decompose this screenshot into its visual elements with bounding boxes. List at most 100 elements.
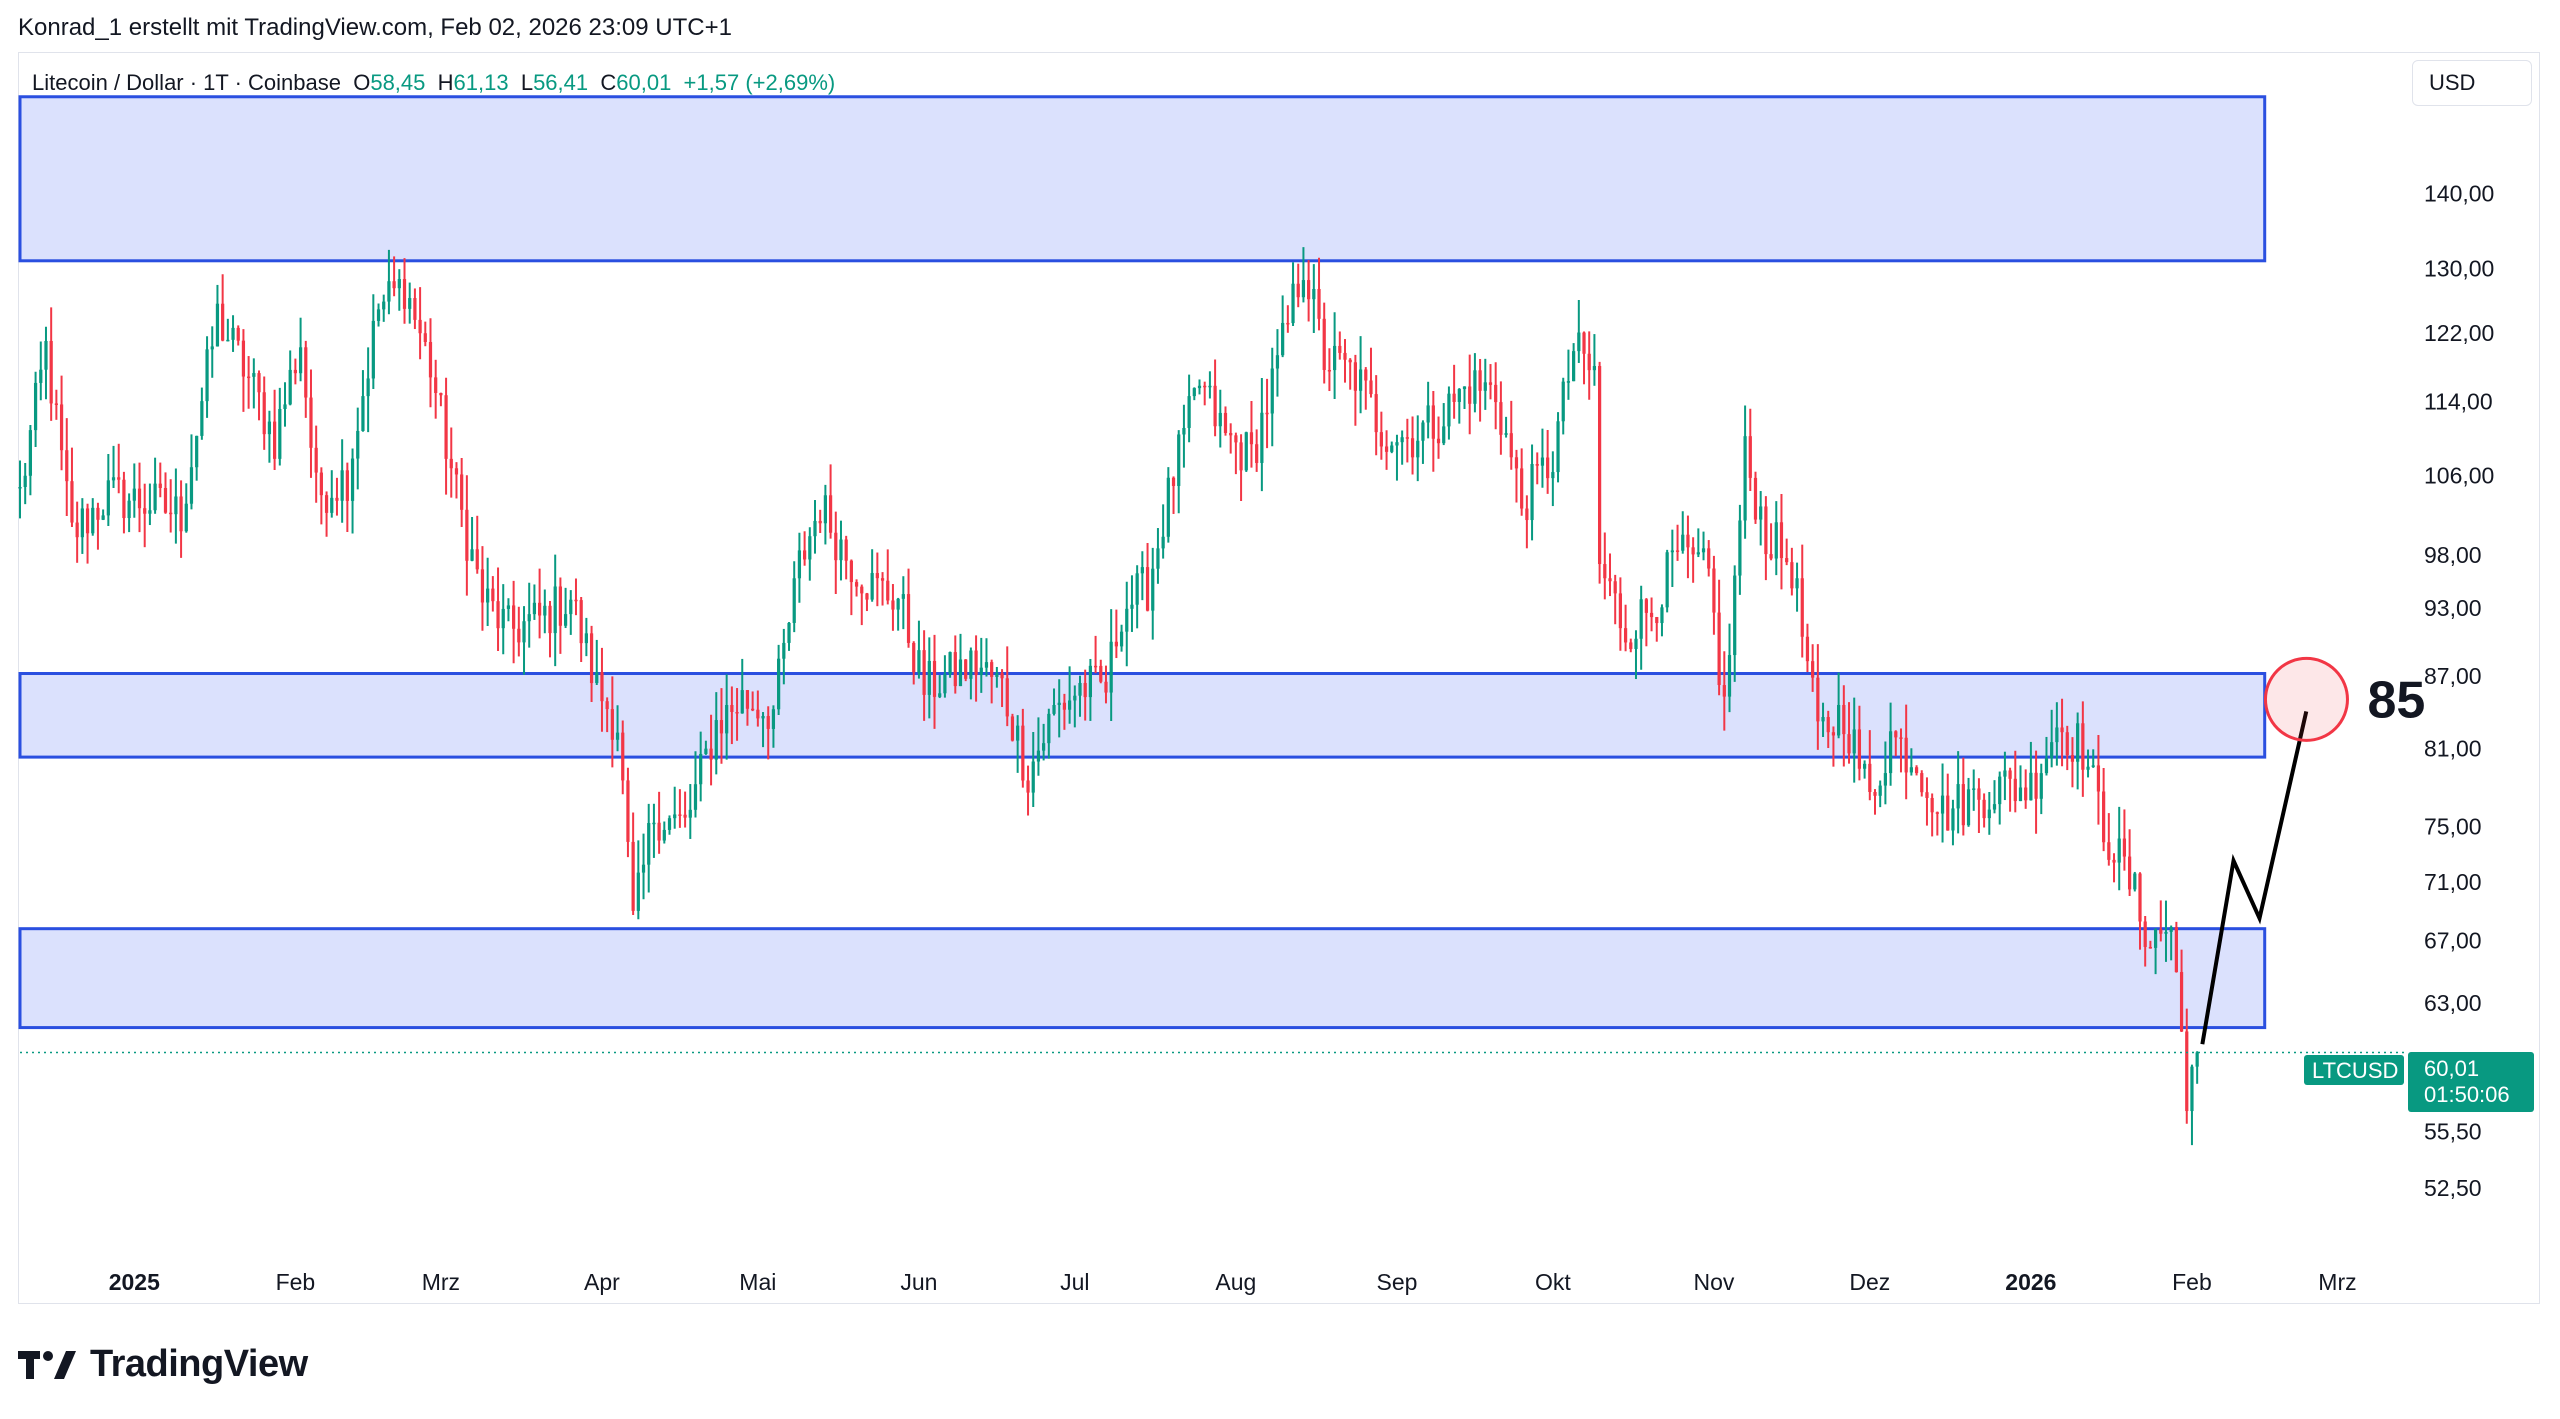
candle-body [2081, 723, 2085, 770]
tradingview-logo[interactable]: TradingView [18, 1340, 308, 1388]
candle-body [1431, 405, 1435, 439]
candle-body [834, 532, 838, 561]
candle-body [1000, 673, 1004, 679]
candle-body [761, 716, 765, 719]
currency-button[interactable]: USD [2412, 60, 2532, 106]
candle-body [600, 672, 604, 702]
candle-body [854, 582, 859, 587]
candle-body [96, 507, 100, 520]
candle-body [1462, 386, 1467, 390]
candle-body [39, 369, 43, 383]
candle-body [2185, 1031, 2189, 1112]
candle-body [584, 633, 588, 644]
candle-body [278, 408, 282, 459]
candle-body [818, 520, 822, 524]
candle-body [1234, 435, 1238, 443]
candle-body [1894, 731, 1898, 738]
candle-body [1130, 604, 1134, 609]
candle-body [1509, 433, 1513, 458]
candle-body [1145, 567, 1150, 611]
candle-body [1348, 359, 1352, 363]
open-label: O [353, 70, 371, 95]
candle-body [532, 602, 537, 615]
price-chart[interactable]: 140,00 130,00 122,00 114,00 106,00 98,00 93,00… [0, 0, 2560, 1320]
price-axis[interactable]: 140,00 130,00 122,00 114,00 106,00 98,00 93,00… [2424, 180, 2494, 1201]
candle-body [18, 487, 22, 489]
candle-body [699, 753, 703, 785]
candle-body [1712, 568, 1716, 613]
candle-body [1514, 457, 1519, 469]
candle-body [293, 369, 298, 374]
candle-body [80, 508, 84, 538]
candle-body [1940, 795, 1945, 814]
candle-body [1961, 784, 1965, 826]
candle-body [1358, 369, 1363, 391]
candle-body [901, 594, 905, 599]
price-tick-label: 106,00 [2424, 463, 2494, 489]
candle-body [1618, 593, 1623, 629]
candle-body [1093, 665, 1098, 668]
candle-body [1317, 288, 1321, 319]
candle-body [402, 279, 407, 309]
candle-body [1442, 426, 1446, 444]
candle-body [745, 690, 750, 709]
candle-body [1416, 440, 1420, 458]
candle-body [1665, 552, 1669, 608]
candle-body [704, 748, 708, 754]
candle-body [1930, 797, 1934, 813]
candle-body [615, 732, 620, 740]
candle-body [927, 660, 931, 695]
candle-body [1291, 283, 1295, 324]
candle-body [460, 474, 464, 510]
time-tick-label: Mrz [422, 1269, 460, 1295]
candle-body [1644, 599, 1648, 613]
candle-body [1270, 368, 1274, 414]
time-tick-label: Mai [739, 1269, 776, 1295]
candle-body [54, 403, 58, 405]
candle-body [1031, 761, 1035, 793]
candle-body [1384, 446, 1389, 452]
candle-body [1925, 792, 1929, 798]
candle-body [2060, 727, 2064, 733]
candle-body [1421, 422, 1425, 441]
candle-body [714, 720, 718, 760]
candle-body [2091, 765, 2095, 767]
target-annotation: 85 [2263, 656, 2425, 742]
candle-body [439, 392, 443, 396]
candle-body [891, 600, 895, 610]
candle-body [844, 539, 848, 561]
open-value: 58,45 [370, 70, 426, 95]
candle-body [283, 404, 287, 409]
symbol-legend[interactable]: Litecoin / Dollar · 1T · Coinbase O58,45… [32, 70, 835, 96]
candle-body [1405, 437, 1409, 439]
candle-body [828, 495, 833, 533]
candle-body [1327, 369, 1332, 372]
candle-body [1338, 345, 1342, 353]
candle-body [1779, 522, 1784, 559]
time-axis[interactable]: 2025 Feb Mrz Apr Mai Jun Jul Aug Sep Okt Nov Dez 202… [109, 1269, 2357, 1295]
candle-body [2107, 842, 2111, 860]
candle-body [1312, 288, 1316, 300]
candle-body [356, 430, 360, 459]
candle-body [1660, 607, 1664, 624]
candle-body [1546, 457, 1550, 479]
candle-body [1244, 432, 1248, 471]
candle-body [1042, 743, 1046, 751]
candle-body [1904, 737, 1908, 773]
candle-body [1332, 345, 1337, 371]
candle-body [85, 508, 90, 534]
candle-body [2148, 946, 2153, 949]
candle-body [1156, 548, 1160, 569]
candle-body [434, 377, 438, 393]
candle-body [1686, 534, 1690, 548]
candle-body [1821, 717, 1825, 722]
candle-body [2127, 856, 2132, 890]
candle-body [1223, 412, 1228, 433]
candle-body [1530, 464, 1534, 521]
candle-body [153, 483, 157, 511]
candle-body [49, 340, 53, 404]
candle-body [543, 605, 547, 616]
candle-body [995, 673, 999, 677]
candle-body [257, 373, 261, 393]
candle-body [314, 447, 318, 473]
